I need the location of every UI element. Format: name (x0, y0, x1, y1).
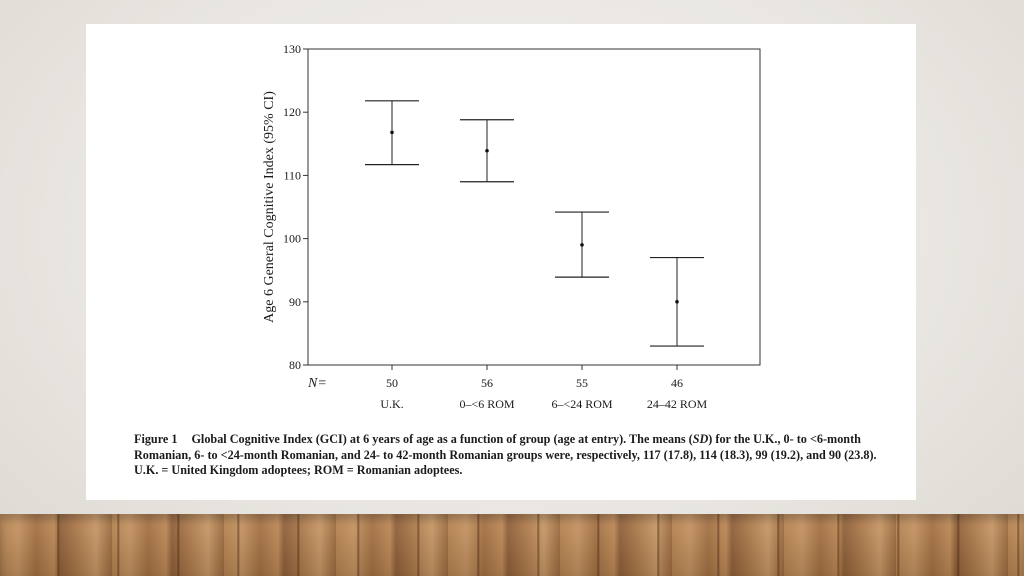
caption-sd: SD (692, 432, 709, 446)
mean-point (485, 148, 489, 153)
caption-label: Figure 1 (134, 432, 178, 446)
y-tick-label: 100 (283, 232, 301, 246)
n-value-label: 56 (481, 376, 493, 390)
n-value-label: 46 (671, 376, 683, 390)
y-tick-label: 120 (283, 105, 301, 119)
mean-point (390, 130, 394, 135)
y-tick-label: 80 (289, 358, 301, 372)
caption-text-1: Global Cognitive Index (GCI) at 6 years … (191, 432, 693, 446)
category-label: 24–42 ROM (647, 397, 708, 411)
x-axis-labels: 50 U.K. 56 0–<6 ROM 55 6–<24 ROM 46 24–42 ROM (380, 365, 707, 411)
category-label: 0–<6 ROM (459, 397, 514, 411)
figure-caption: Figure 1 Global Cognitive Index (GCI) at … (134, 432, 904, 479)
y-tick-label: 110 (283, 168, 301, 182)
error-bars (365, 100, 704, 347)
figure-card: 80 90 100 110 120 130 50 U.K. 56 0–<6 ROM 55 6–<24… (86, 24, 916, 500)
plot-frame (307, 48, 761, 366)
y-axis-ticks: 80 90 100 110 120 130 (283, 42, 308, 372)
n-value-label: 55 (576, 376, 588, 390)
n-value-label: 50 (386, 376, 398, 390)
y-tick-label: 130 (283, 42, 301, 56)
error-bar-chart: 80 90 100 110 120 130 50 U.K. 56 0–<6 ROM 55 6–<24… (262, 42, 761, 411)
n-label: N= (307, 376, 327, 391)
wood-floor-decoration (0, 514, 1024, 576)
category-label: U.K. (380, 397, 403, 411)
caption-text-2: ) for the U.K., 0- to <6-month Romanian,… (134, 432, 877, 477)
category-label: 6–<24 ROM (551, 397, 612, 411)
mean-point (675, 300, 679, 304)
y-axis-title: Age 6 General Cognitive Index (95% CI) (262, 91, 277, 323)
mean-point (580, 243, 584, 247)
y-tick-label: 90 (289, 295, 301, 309)
